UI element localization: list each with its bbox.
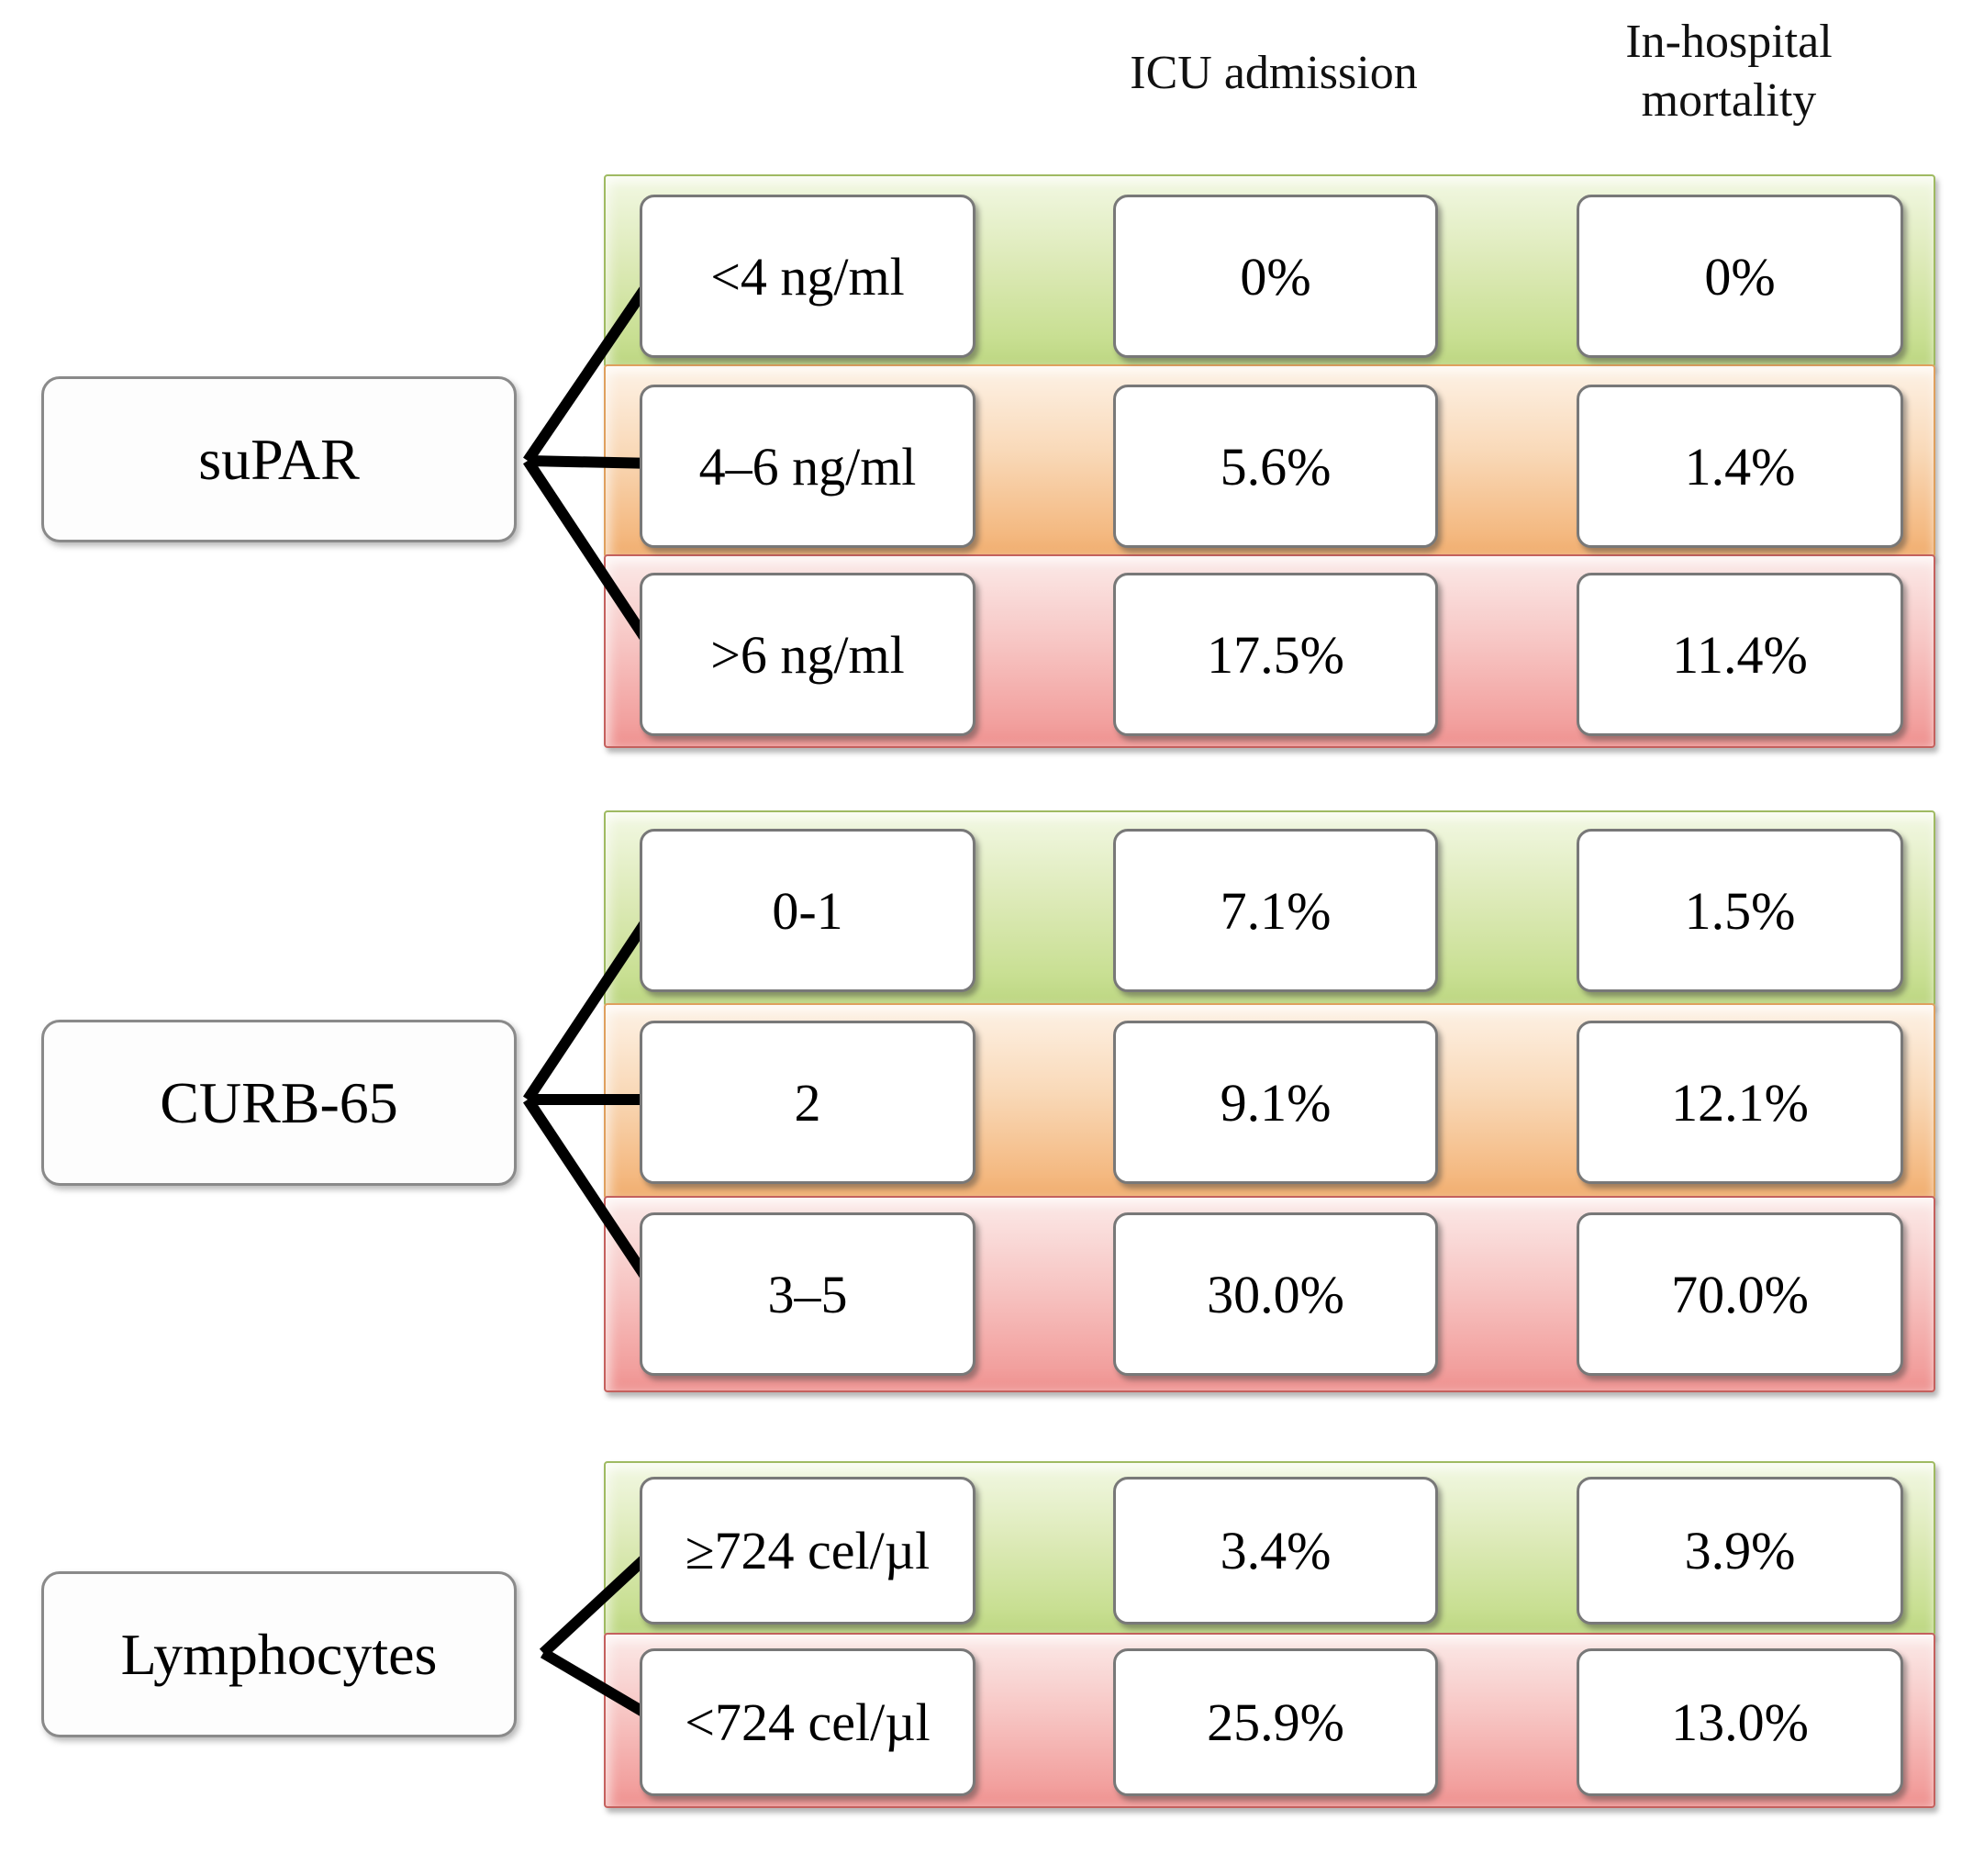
icu-admission-value: 0% — [1240, 246, 1311, 307]
category-box: 0-1 — [640, 829, 975, 992]
mortality-value: 13.0% — [1671, 1692, 1809, 1752]
biomarker-label-text: Lymphocytes — [120, 1621, 438, 1687]
icu-admission-value: 3.4% — [1220, 1521, 1332, 1580]
connector-line — [540, 1647, 661, 1725]
category-box: >6 ng/ml — [640, 573, 975, 736]
icu-admission-box: 3.4% — [1113, 1477, 1438, 1625]
mortality-box: 70.0% — [1577, 1212, 1903, 1376]
connector-line — [522, 457, 661, 657]
mortality-value: 11.4% — [1672, 624, 1808, 685]
category-value: 0-1 — [772, 880, 843, 941]
icu-admission-box: 0% — [1113, 195, 1438, 358]
connector-line — [523, 904, 660, 1103]
icu-admission-value: 5.6% — [1220, 436, 1332, 497]
connector-line — [539, 1543, 662, 1658]
icu-admission-value: 30.0% — [1207, 1264, 1344, 1324]
icu-admission-box: 5.6% — [1113, 385, 1438, 548]
mortality-box: 1.4% — [1577, 385, 1903, 548]
mortality-value: 12.1% — [1671, 1072, 1809, 1133]
icu-admission-value: 17.5% — [1207, 624, 1344, 685]
biomarker-label-lymphocytes: Lymphocytes — [41, 1571, 517, 1737]
category-box: <724 cel/µl — [640, 1648, 975, 1796]
category-value: 2 — [794, 1072, 821, 1133]
connector-line — [523, 270, 660, 464]
category-value: 4–6 ng/ml — [698, 436, 917, 497]
category-value: <724 cel/µl — [685, 1692, 931, 1752]
category-value: >6 ng/ml — [710, 624, 905, 685]
connector-line — [527, 455, 656, 469]
icu-admission-box: 17.5% — [1113, 573, 1438, 736]
icu-admission-box: 25.9% — [1113, 1648, 1438, 1796]
icu-admission-box: 7.1% — [1113, 829, 1438, 992]
mortality-box: 13.0% — [1577, 1648, 1903, 1796]
mortality-box: 1.5% — [1577, 829, 1903, 992]
category-box: 2 — [640, 1021, 975, 1184]
mortality-value: 0% — [1704, 246, 1776, 307]
biomarker-label-text: CURB-65 — [160, 1069, 398, 1135]
category-value: ≥724 cel/µl — [685, 1521, 931, 1580]
category-box: <4 ng/ml — [640, 195, 975, 358]
biomarker-label-curb65: CURB-65 — [41, 1020, 517, 1186]
mortality-value: 70.0% — [1671, 1264, 1809, 1324]
mortality-box: 12.1% — [1577, 1021, 1903, 1184]
connector-line — [523, 1096, 660, 1295]
icu-admission-box: 9.1% — [1113, 1021, 1438, 1184]
mortality-box: 3.9% — [1577, 1477, 1903, 1625]
icu-admission-value: 7.1% — [1220, 880, 1332, 941]
column-header-in-hospital-mortality: In-hospital mortality — [1625, 16, 1833, 127]
category-value: 3–5 — [767, 1264, 848, 1324]
icu-admission-value: 25.9% — [1207, 1692, 1344, 1752]
mortality-value: 3.9% — [1684, 1521, 1796, 1580]
category-box: 3–5 — [640, 1212, 975, 1376]
category-box: ≥724 cel/µl — [640, 1477, 975, 1625]
icu-admission-value: 9.1% — [1220, 1072, 1332, 1133]
biomarker-label-text: suPAR — [198, 426, 360, 492]
mortality-box: 11.4% — [1577, 573, 1903, 736]
mortality-value: 1.4% — [1684, 436, 1796, 497]
mortality-value: 1.5% — [1684, 880, 1796, 941]
icu-admission-box: 30.0% — [1113, 1212, 1438, 1376]
mortality-box: 0% — [1577, 195, 1903, 358]
category-box: 4–6 ng/ml — [640, 385, 975, 548]
category-value: <4 ng/ml — [710, 246, 905, 307]
column-header-icu-admission: ICU admission — [1130, 47, 1418, 99]
biomarker-label-supar: suPAR — [41, 376, 517, 542]
